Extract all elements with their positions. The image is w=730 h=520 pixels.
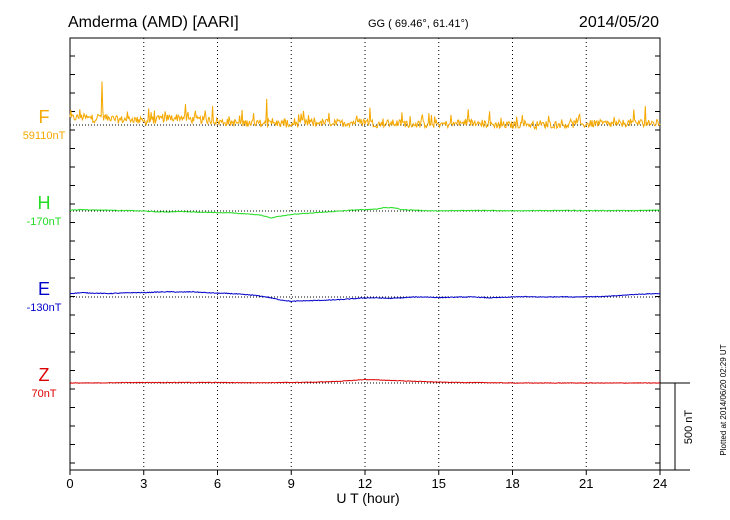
- x-tick-label-21: 21: [579, 476, 593, 491]
- baselines: [70, 124, 660, 384]
- series-baseline-z: 70nT: [31, 388, 56, 400]
- series-group: [69, 81, 661, 384]
- x-tick-labels: 0 3 6 9 12 15 18 21 24: [66, 476, 667, 491]
- series-name-e: E: [38, 279, 50, 299]
- series-line-z: [69, 378, 661, 384]
- scale-bar-label: 500 nT: [683, 410, 695, 445]
- series-baseline-e: -130nT: [27, 302, 62, 314]
- series-line-h: [70, 206, 660, 219]
- x-tick-label-0: 0: [66, 476, 73, 491]
- scale-bar: 500 nT: [660, 382, 695, 471]
- axis-ticks: [69, 55, 661, 475]
- coordinates-label: GG ( 69.46°, 61.41°): [368, 18, 469, 30]
- x-tick-label-3: 3: [140, 476, 147, 491]
- series-name-f: F: [39, 107, 50, 127]
- station-title: Amderma (AMD) [AARI]: [68, 14, 239, 31]
- series-line-f: [69, 81, 661, 131]
- plotted-timestamp: Plotted at 2014/06/20 02:29 UT: [719, 344, 728, 455]
- x-axis-label: U T (hour): [336, 490, 399, 506]
- x-tick-label-12: 12: [358, 476, 372, 491]
- x-tick-label-6: 6: [214, 476, 221, 491]
- series-name-z: Z: [39, 365, 50, 385]
- x-tick-label-9: 9: [288, 476, 295, 491]
- series-name-h: H: [38, 193, 51, 213]
- date-label: 2014/05/20: [579, 14, 659, 31]
- series-line-e: [69, 290, 661, 303]
- series-baseline-f: 59110nT: [23, 130, 66, 142]
- x-tick-label-18: 18: [505, 476, 519, 491]
- x-tick-label-15: 15: [432, 476, 446, 491]
- series-baseline-h: -170nT: [27, 216, 62, 228]
- x-tick-label-24: 24: [653, 476, 667, 491]
- vertical-gridlines: [143, 38, 587, 470]
- series-labels: F 59110nT H -170nT E -130nT Z 70nT: [23, 107, 66, 400]
